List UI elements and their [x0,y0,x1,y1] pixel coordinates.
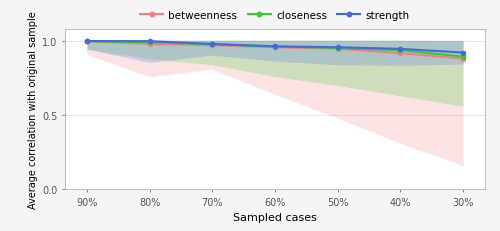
strength [84,40,90,43]
betweenness [334,48,340,51]
Legend: betweenness, closeness, strength: betweenness, closeness, strength [136,6,414,25]
betweenness [398,52,404,55]
closeness [84,41,90,43]
strength [460,52,466,55]
closeness [146,42,152,44]
betweenness [146,43,152,46]
betweenness [460,58,466,61]
strength [146,41,152,43]
Line: closeness: closeness [84,40,466,60]
Line: strength: strength [84,40,466,56]
closeness [210,44,216,46]
strength [398,48,404,51]
closeness [272,46,278,49]
Line: betweenness: betweenness [84,40,466,61]
closeness [334,47,340,50]
betweenness [84,41,90,43]
strength [334,47,340,49]
X-axis label: Sampled cases: Sampled cases [233,213,317,222]
closeness [460,56,466,59]
betweenness [210,45,216,47]
betweenness [272,47,278,49]
closeness [398,50,404,52]
strength [210,43,216,46]
strength [272,46,278,49]
Y-axis label: Average correlation with original sample: Average correlation with original sample [28,11,38,208]
